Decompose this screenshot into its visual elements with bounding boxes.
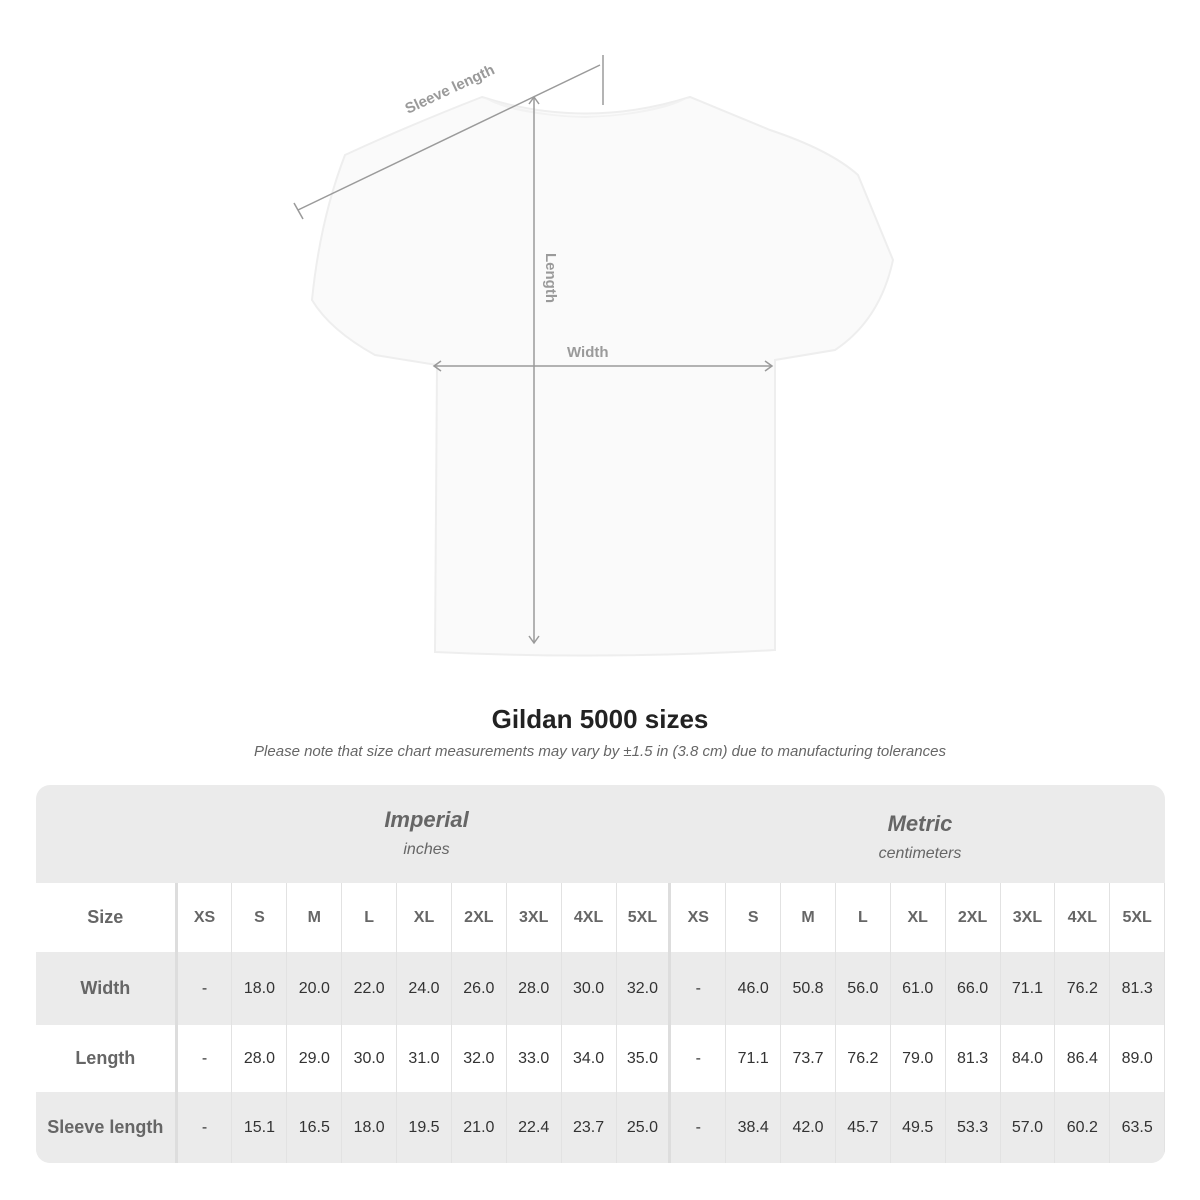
length-label: Length: [542, 253, 559, 303]
table-cell: 31.0: [397, 1025, 452, 1092]
table-cell: M: [287, 883, 343, 952]
size-table: Imperial inches Metric centimeters Size X…: [36, 785, 1165, 1163]
table-cell: 29.0: [287, 1025, 343, 1092]
table-cell: 22.0: [342, 952, 398, 1025]
table-cell: 50.8: [781, 952, 836, 1025]
tshirt-shape: [310, 95, 895, 657]
table-cell: 38.4: [726, 1092, 782, 1163]
table-cell: 89.0: [1110, 1025, 1165, 1092]
row-label: Sleeve length: [36, 1092, 178, 1163]
table-cell: 81.3: [946, 1025, 1001, 1092]
sleeve-tick-left: [293, 202, 304, 220]
table-cell: 22.4: [507, 1092, 562, 1163]
table-cell: 21.0: [452, 1092, 507, 1163]
table-cell: -: [178, 1025, 233, 1092]
table-cell: S: [726, 883, 782, 952]
length-arrow-bottom: [528, 635, 540, 645]
size-header-row: Size XS S M L XL 2XL 3XL 4XL 5XL XS S M L XL 2XL 3XL 4XL 5…: [36, 883, 1165, 952]
table-cell: 2XL: [452, 883, 507, 952]
table-cell: 49.5: [891, 1092, 946, 1163]
table-cell: 16.5: [287, 1092, 343, 1163]
table-cell: M: [781, 883, 836, 952]
tolerance-note: Please note that size chart measurements…: [254, 743, 946, 760]
table-cell: 30.0: [342, 1025, 398, 1092]
table-cell: 34.0: [562, 1025, 617, 1092]
table-cell: 84.0: [1001, 1025, 1056, 1092]
table-cell: 28.0: [507, 952, 562, 1025]
table-row: Sleeve length -15.1 16.5 18.0 19.5 21.0 22.4 23…: [36, 1092, 1165, 1163]
table-cell: 46.0: [726, 952, 782, 1025]
table-cell: -: [671, 952, 727, 1025]
table-cell: 79.0: [891, 1025, 946, 1092]
table-cell: -: [671, 1025, 727, 1092]
length-arrow-top: [528, 95, 540, 105]
width-arrow-right: [764, 360, 774, 372]
metric-header: Metric centimeters: [675, 785, 1165, 883]
width-arrow-left: [432, 360, 442, 372]
table-cell: 76.2: [836, 1025, 891, 1092]
table-cell: -: [178, 952, 233, 1025]
table-cell: L: [836, 883, 891, 952]
table-cell: 71.1: [726, 1025, 782, 1092]
row-label: Size: [36, 883, 178, 952]
table-cell: 73.7: [781, 1025, 836, 1092]
table-cell: 45.7: [836, 1092, 891, 1163]
table-cell: 56.0: [836, 952, 891, 1025]
table-cell: 26.0: [452, 952, 507, 1025]
table-cell: XL: [397, 883, 452, 952]
table-row: Length -28.0 29.0 30.0 31.0 32.0 33.0 34.0 35.0-…: [36, 1025, 1165, 1092]
table-cell: 57.0: [1001, 1092, 1056, 1163]
table-cell: XS: [671, 883, 727, 952]
sleeve-length-line: [297, 64, 601, 211]
table-cell: 60.2: [1055, 1092, 1111, 1163]
table-cell: 18.0: [232, 952, 288, 1025]
table-cell: 24.0: [397, 952, 452, 1025]
table-cell: 23.7: [562, 1092, 617, 1163]
table-cell: 5XL: [617, 883, 672, 952]
table-cell: -: [671, 1092, 727, 1163]
table-cell: 63.5: [1110, 1092, 1165, 1163]
table-cell: 25.0: [617, 1092, 672, 1163]
table-cell: 76.2: [1055, 952, 1111, 1025]
metric-title: Metric: [887, 811, 953, 836]
table-cell: 5XL: [1110, 883, 1165, 952]
table-cell: 53.3: [946, 1092, 1001, 1163]
imperial-header: Imperial inches: [178, 785, 675, 883]
table-cell: 18.0: [342, 1092, 398, 1163]
table-cell: 81.3: [1110, 952, 1165, 1025]
table-cell: 20.0: [287, 952, 343, 1025]
table-row: Width -18.0 20.0 22.0 24.0 26.0 28.0 30.0 32.0-4…: [36, 952, 1165, 1025]
table-cell: 4XL: [1055, 883, 1111, 952]
table-cell: 2XL: [946, 883, 1001, 952]
table-cell: 86.4: [1055, 1025, 1111, 1092]
table-cell: 66.0: [946, 952, 1001, 1025]
page-title: Gildan 5000 sizes: [491, 704, 709, 734]
table-cell: 42.0: [781, 1092, 836, 1163]
table-cell: 3XL: [1001, 883, 1056, 952]
table-cell: 3XL: [507, 883, 562, 952]
table-cell: 71.1: [1001, 952, 1056, 1025]
table-cell: 15.1: [232, 1092, 288, 1163]
width-label: Width: [567, 344, 609, 361]
table-cell: L: [342, 883, 398, 952]
row-label: Length: [36, 1025, 178, 1092]
table-cell: 32.0: [452, 1025, 507, 1092]
table-cell: S: [232, 883, 288, 952]
table-cell: 61.0: [891, 952, 946, 1025]
table-cell: 32.0: [617, 952, 672, 1025]
table-cell: XS: [178, 883, 233, 952]
table-cell: 19.5: [397, 1092, 452, 1163]
table-cell: 4XL: [562, 883, 617, 952]
imperial-unit: inches: [403, 841, 450, 858]
table-cell: XL: [891, 883, 946, 952]
imperial-title: Imperial: [384, 807, 469, 832]
table-cell: -: [178, 1092, 233, 1163]
table-cell: 30.0: [562, 952, 617, 1025]
table-cell: 28.0: [232, 1025, 288, 1092]
table-cell: 33.0: [507, 1025, 562, 1092]
metric-unit: centimeters: [878, 845, 962, 862]
table-cell: 35.0: [617, 1025, 672, 1092]
tshirt-diagram: Sleeve length Length Width: [293, 55, 895, 657]
row-label: Width: [36, 952, 178, 1025]
